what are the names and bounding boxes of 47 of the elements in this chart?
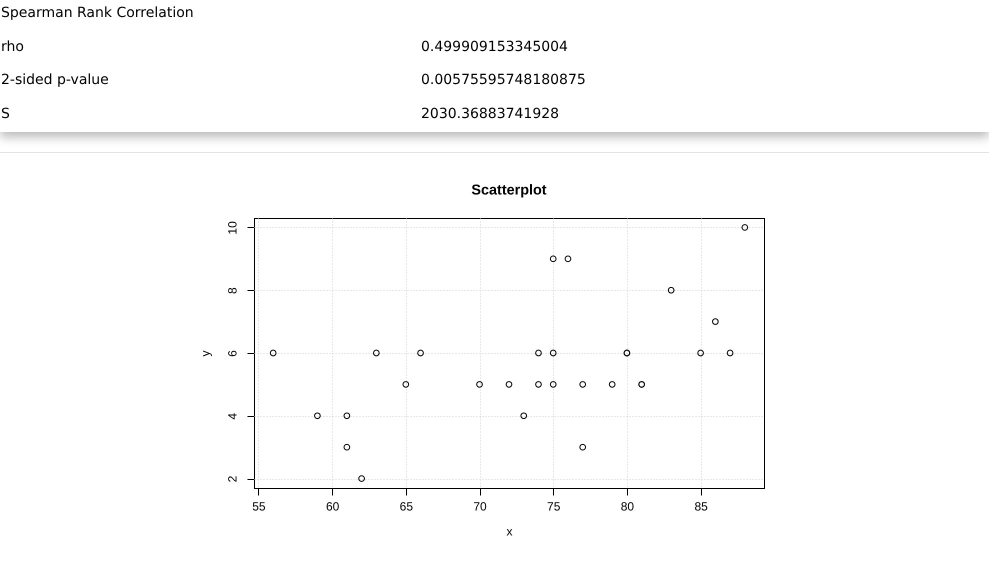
x-tick-label: 75: [547, 499, 561, 514]
point: [270, 349, 276, 356]
point: [373, 349, 380, 356]
point: [726, 349, 734, 356]
y-axis-title: y: [198, 350, 212, 356]
text: rho: [1, 38, 25, 57]
text: 0.00575595748180875: [421, 71, 587, 90]
point: [579, 380, 586, 388]
point: [344, 444, 350, 450]
point: [564, 255, 572, 262]
point: [344, 412, 350, 419]
point: [668, 286, 674, 294]
point: [476, 380, 483, 388]
text: 0.499909153345004: [421, 38, 569, 57]
point: [506, 380, 512, 388]
x-tick-label: 70: [473, 499, 488, 514]
point: [550, 255, 557, 262]
point: [550, 349, 557, 356]
text: S: [1, 105, 11, 124]
point: [417, 349, 424, 356]
point: [742, 224, 748, 230]
y-tick-label: 4: [226, 412, 240, 420]
x-tick-label: 55: [252, 499, 266, 514]
y-tick-label: 6: [226, 350, 240, 357]
point: [358, 475, 365, 482]
point: [550, 380, 557, 388]
point: [314, 412, 321, 419]
point: [535, 349, 542, 356]
point: [697, 349, 704, 356]
x-tick-label: 80: [620, 499, 634, 514]
point: [535, 380, 542, 388]
y-tick-label: 10: [226, 220, 240, 234]
x-tick-label: 65: [400, 499, 414, 514]
point: [520, 412, 528, 419]
chart-title: Scatterplot: [471, 182, 547, 198]
text: 2030.36883741928: [421, 105, 560, 124]
point: [608, 380, 616, 388]
x-tick-label: 85: [694, 499, 708, 514]
x-axis-title: x: [506, 524, 512, 538]
y-tick-label: 8: [226, 286, 240, 294]
text: Spearman Rank Correlation: [1, 4, 195, 23]
x-tick-label: 60: [326, 499, 340, 514]
text: 2-sided p-value: [1, 71, 110, 90]
y-tick-label: 2: [226, 475, 240, 482]
point: [579, 444, 586, 450]
point: [402, 380, 410, 388]
point: [712, 318, 719, 325]
